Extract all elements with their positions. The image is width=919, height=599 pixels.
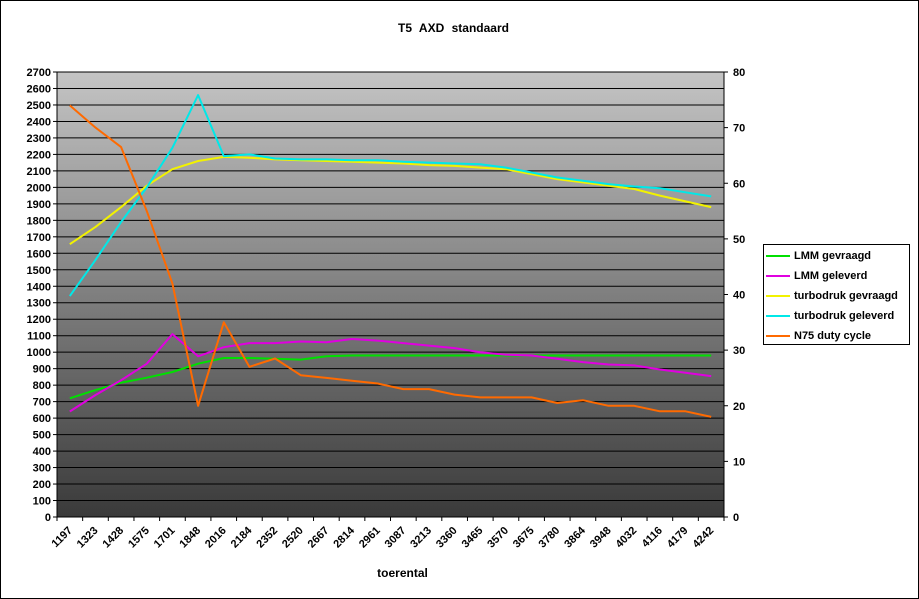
x-tick-label: 2184: [229, 524, 255, 550]
y-tick-label: 2100: [27, 166, 51, 178]
y2-tick-label: 80: [733, 67, 745, 79]
y2-tick-label: 70: [733, 123, 745, 135]
x-tick-label: 3780: [537, 525, 563, 551]
y-tick-label: 2200: [27, 149, 51, 161]
x-tick-label: 3675: [511, 525, 537, 551]
legend-label: LMM geleverd: [794, 270, 868, 282]
x-tick-label: 1575: [126, 525, 152, 551]
series-line-lmm-geleverd: [69, 333, 712, 413]
x-tick-label: 1428: [100, 525, 126, 551]
x-tick-label: 2352: [254, 525, 280, 551]
legend-swatch: [766, 275, 790, 277]
legend-swatch: [766, 315, 790, 317]
y-tick-label: 100: [33, 496, 51, 508]
x-tick-label: 3360: [434, 525, 460, 551]
y-tick-label: 400: [33, 446, 51, 458]
x-tick-label: 3864: [562, 524, 588, 550]
y2-tick-label: 30: [733, 345, 745, 357]
x-tick-label: 1848: [177, 525, 203, 551]
x-tick-label: 4242: [690, 525, 716, 551]
x-tick-label: 3570: [485, 525, 511, 551]
legend-swatch: [766, 295, 790, 297]
y-tick-label: 1400: [27, 281, 51, 293]
legend-label: N75 duty cycle: [794, 330, 872, 342]
legend-item-turbodruk-geleverd: turbodruk geleverd: [766, 306, 909, 326]
series-line-lmm-gevraagd: [69, 354, 712, 400]
legend-swatch: [766, 255, 790, 257]
y-tick-label: 1100: [27, 331, 51, 343]
y-tick-label: 1200: [27, 314, 51, 326]
x-tick-label: 3465: [460, 525, 486, 551]
series-line-turbodruk-geleverd: [68, 94, 712, 297]
y2-tick-label: 60: [733, 178, 745, 190]
y-tick-label: 800: [33, 380, 51, 392]
y-tick-label: 1000: [27, 347, 51, 359]
y-tick-label: 1500: [27, 265, 51, 277]
x-tick-label: 2961: [357, 525, 383, 551]
plot-area: [57, 72, 724, 517]
x-axis-label: toerental: [377, 566, 428, 580]
x-tick-label: 1197: [50, 525, 75, 550]
x-tick-label: 2814: [331, 524, 357, 550]
series-line-turbodruk-gevraagd: [69, 155, 712, 246]
chart-title: T5 AXD standaard: [398, 21, 509, 35]
legend-item-lmm-geleverd: LMM geleverd: [766, 266, 909, 286]
y-tick-label: 2000: [27, 182, 51, 194]
y-tick-label: 2400: [27, 116, 51, 128]
y-tick-label: 500: [33, 430, 51, 442]
y-tick-label: 700: [33, 397, 51, 409]
y-tick-label: 200: [33, 479, 51, 491]
y-tick-label: 900: [33, 364, 51, 376]
y-tick-label: 2600: [27, 83, 51, 95]
y-tick-label: 1700: [27, 232, 51, 244]
y2-tick-label: 20: [733, 401, 745, 413]
legend-item-lmm-gevraagd: LMM gevraagd: [766, 246, 909, 266]
y-tick-label: 1300: [27, 298, 51, 310]
series-line-n75-duty-cycle: [69, 104, 712, 418]
legend-label: turbodruk gevraagd: [794, 290, 898, 302]
y-tick-label: 0: [45, 512, 51, 524]
x-tick-label: 3087: [383, 525, 409, 551]
y2-tick-label: 40: [733, 290, 745, 302]
legend-swatch: [766, 335, 790, 337]
x-tick-label: 1323: [75, 525, 101, 551]
x-tick-label: 4116: [640, 525, 665, 550]
legend-label: LMM gevraagd: [794, 250, 872, 262]
y2-tick-label: 10: [733, 456, 745, 468]
y-tick-label: 2500: [27, 100, 51, 112]
y-tick-label: 300: [33, 463, 51, 475]
x-tick-label: 2520: [280, 525, 306, 551]
y-tick-label: 2300: [27, 133, 51, 145]
x-tick-label: 3948: [588, 525, 614, 551]
y-tick-label: 600: [33, 413, 51, 425]
y-tick-label: 2700: [27, 67, 51, 79]
y-tick-label: 1600: [27, 248, 51, 260]
y-tick-label: 1900: [27, 199, 51, 211]
legend-label: turbodruk geleverd: [794, 310, 895, 322]
legend-item-n75-duty-cycle: N75 duty cycle: [766, 326, 909, 346]
y2-tick-label: 0: [733, 512, 739, 524]
x-tick-label: 4032: [614, 525, 640, 551]
y2-tick-label: 50: [733, 234, 745, 246]
y-tick-label: 1800: [27, 215, 51, 227]
chart-legend: LMM gevraagd LMM geleverd turbodruk gevraa…: [763, 244, 910, 345]
x-tick-label: 2016: [203, 525, 229, 551]
legend-item-turbodruk-gevraagd: turbodruk gevraagd: [766, 286, 909, 306]
x-tick-label: 2667: [306, 525, 332, 551]
x-tick-label: 3213: [408, 525, 434, 551]
x-tick-label: 4179: [665, 525, 691, 551]
x-tick-label: 1701: [152, 525, 178, 551]
